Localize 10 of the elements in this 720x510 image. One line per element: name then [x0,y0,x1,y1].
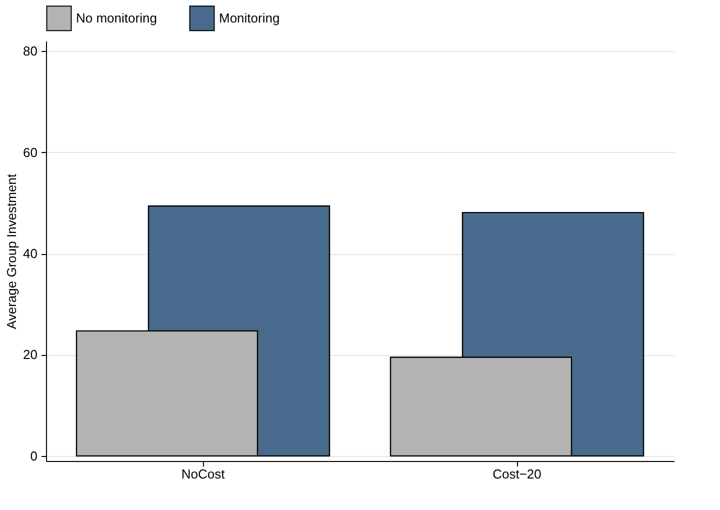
y-tick-label: 40 [23,246,38,262]
y-tick-label: 20 [23,347,38,362]
y-axis-title: Average Group Investment [4,174,20,330]
x-tick-label: Cost−20 [492,466,542,482]
y-tick-label: 60 [23,144,38,160]
x-tick-label: NoCost [181,466,226,482]
y-tick-label: 80 [23,44,38,59]
y-tick-label: 0 [30,448,38,464]
legend-label: No monitoring [76,10,157,26]
legend-label: Monitoring [219,10,280,26]
